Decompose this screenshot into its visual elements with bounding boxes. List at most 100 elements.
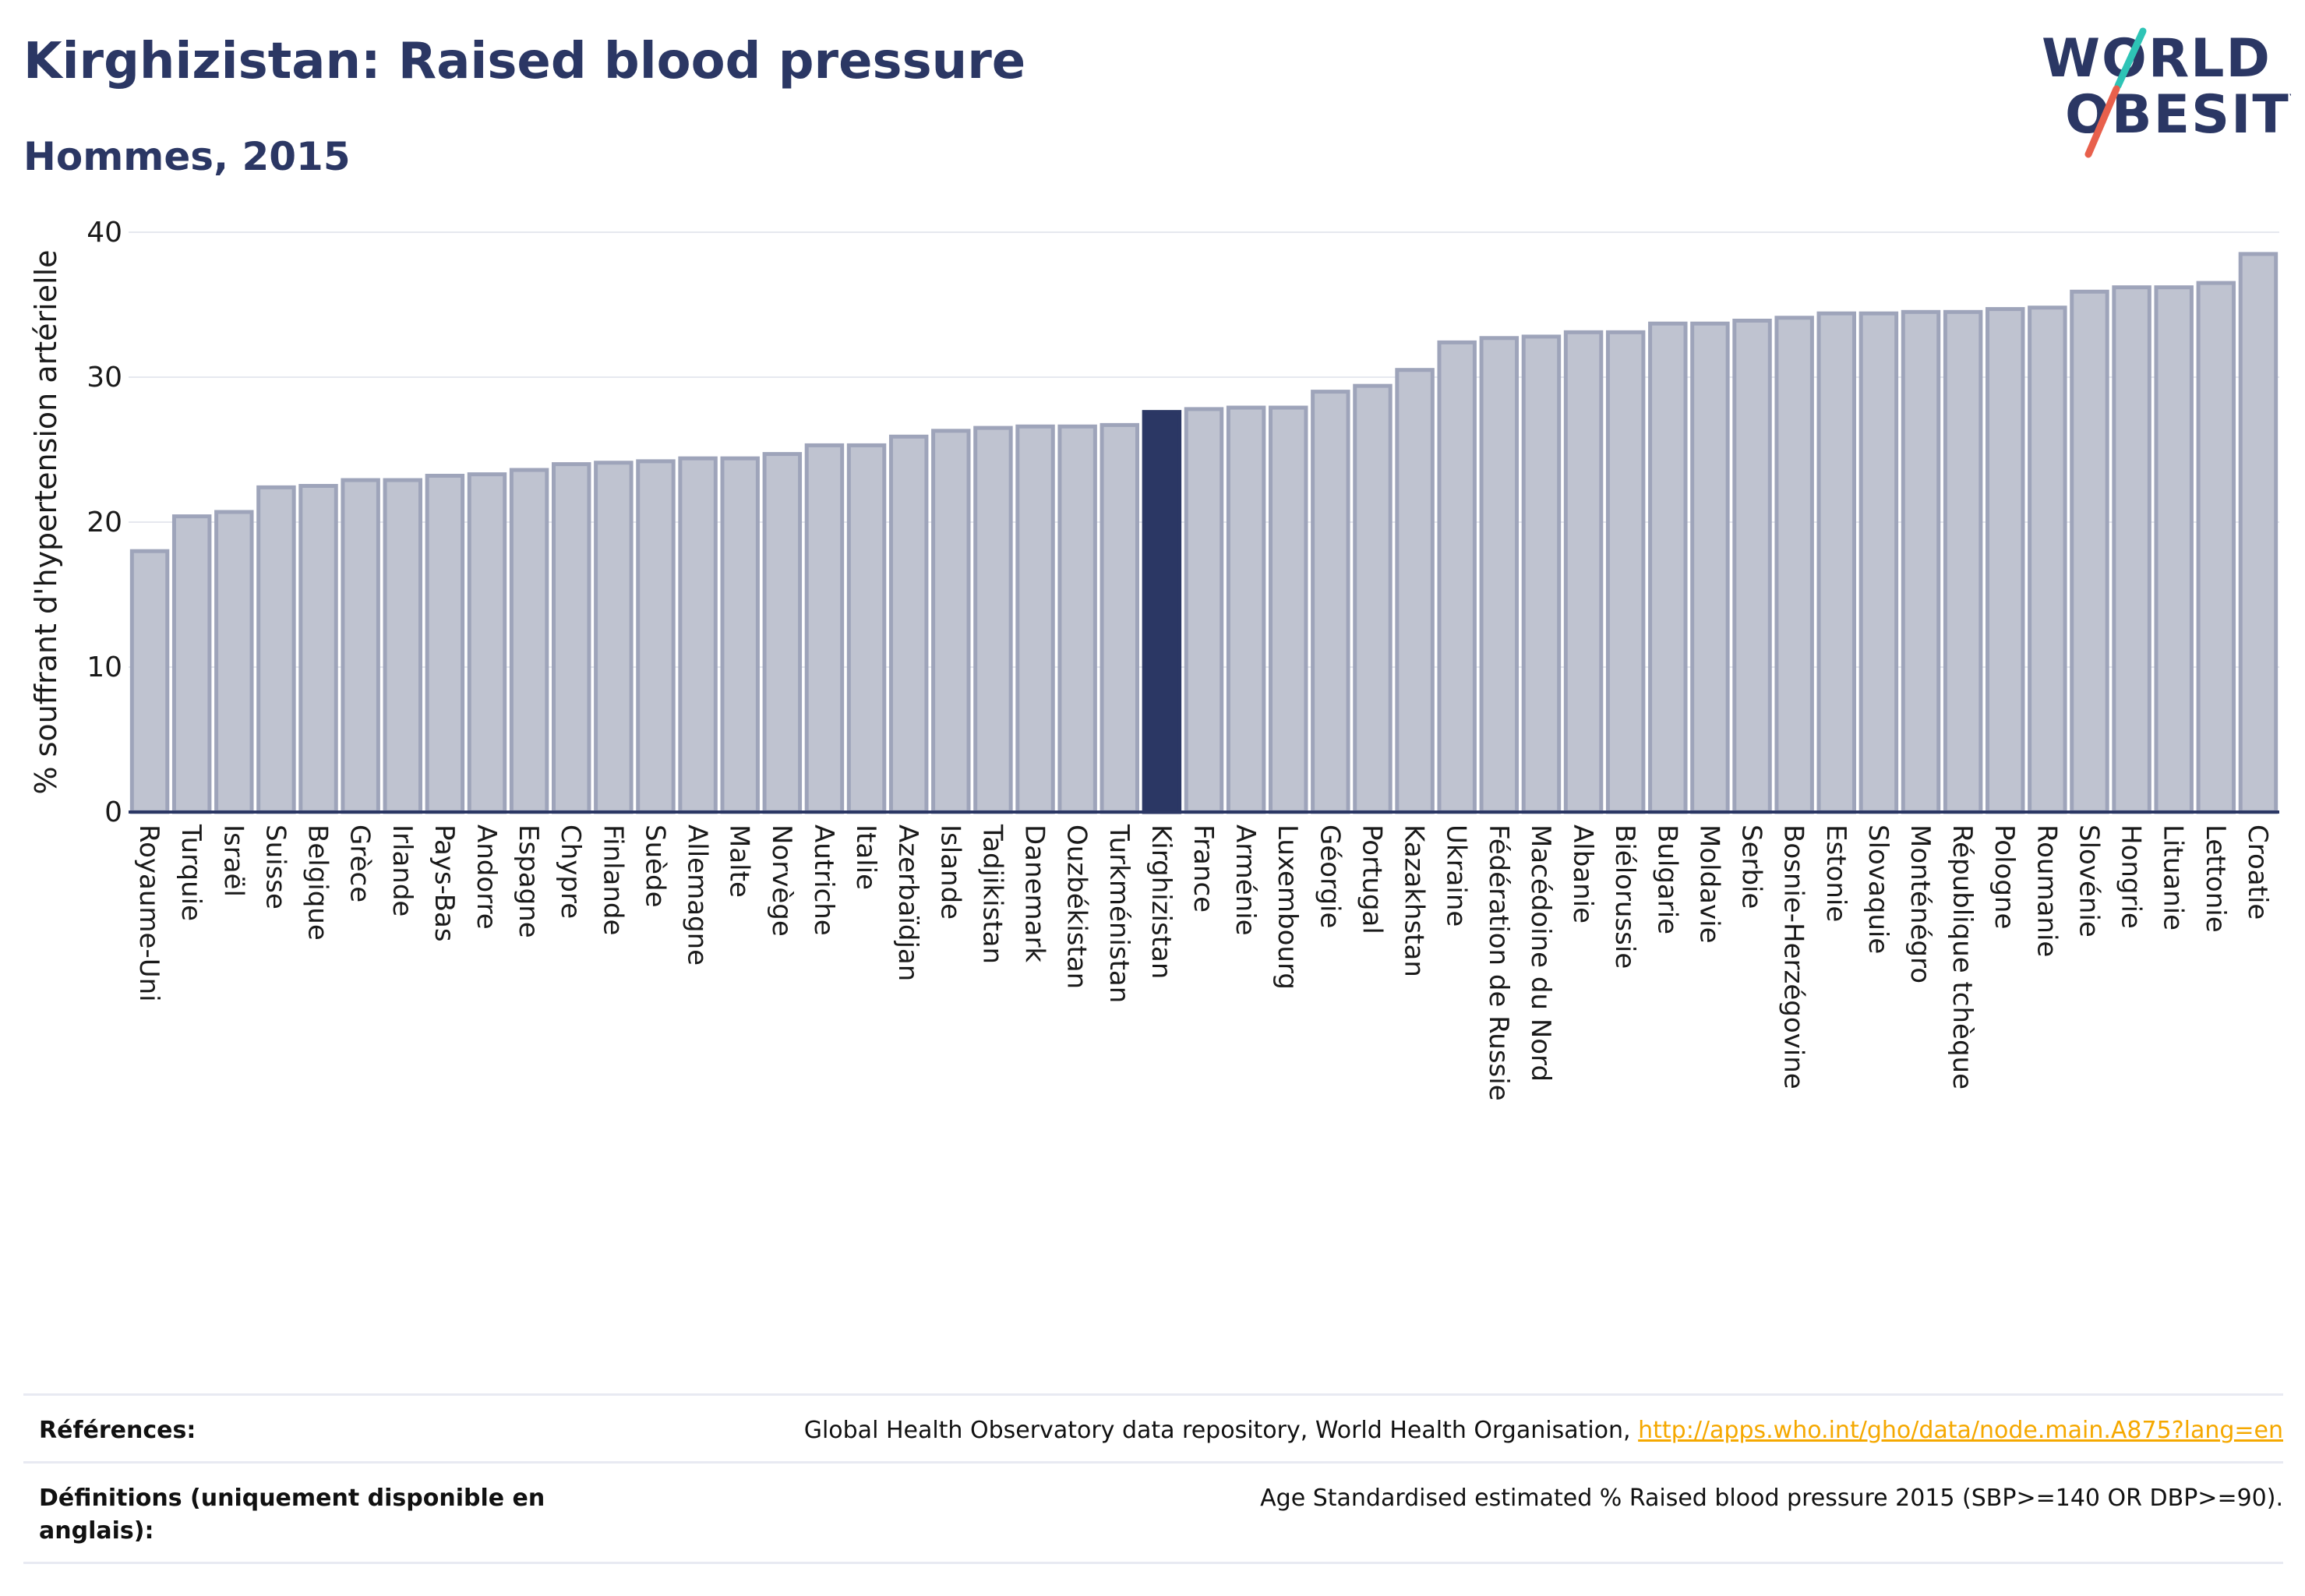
bar-Autriche: [804, 443, 845, 814]
bar-Italie: [846, 443, 887, 814]
x-tick-label: Arménie: [1230, 824, 1261, 936]
x-tick-label: République tchèque: [1947, 824, 1978, 1089]
x-tick-label: Biélorussie: [1609, 824, 1640, 969]
x-tick-label: France: [1188, 824, 1219, 913]
x-tick-label: Andorre: [471, 824, 502, 930]
definitions-value: Age Standardised estimated % Raised bloo…: [1260, 1485, 2283, 1512]
x-tick-label: Azerbaïdjan: [892, 824, 923, 981]
bar-Géorgie: [1311, 390, 1350, 814]
x-tick-label: Belgique: [302, 824, 334, 941]
bar-Ouzbékistan: [1057, 424, 1097, 814]
x-tick-label: Allemagne: [682, 824, 713, 966]
definitions-label: Définitions (uniquement disponible en an…: [39, 1485, 545, 1545]
x-tick-label: Tadjikistan: [976, 824, 1008, 964]
y-axis-label: % souffrant d'hypertension artérielle: [29, 249, 63, 794]
x-tick-label: Roumanie: [2031, 824, 2062, 957]
bar-Turkménistan: [1100, 422, 1139, 814]
x-tick-label: Suède: [639, 824, 670, 908]
x-tick-label: Estonie: [1820, 824, 1851, 922]
x-tick-label: Serbie: [1736, 824, 1767, 909]
bar-Serbie: [1732, 318, 1772, 814]
x-tick-label: Monténégro: [1904, 824, 1936, 983]
x-tick-label: Suisse: [259, 824, 291, 909]
bar-Monténégro: [1901, 309, 1941, 814]
x-tick-label: Pays-Bas: [429, 824, 460, 942]
x-tick-label: Pologne: [1989, 824, 2020, 929]
bar-Kirghizistan: [1142, 410, 1182, 814]
bar-Azerbaïdjan: [888, 434, 929, 814]
x-tick-label: Italie: [850, 824, 881, 890]
bar-Biélorussie: [1605, 330, 1646, 814]
x-tick-label: Kazakhstan: [1399, 824, 1430, 977]
bar-Danemark: [1015, 424, 1055, 814]
bar-Espagne: [509, 468, 549, 814]
bar-Chypre: [552, 462, 591, 814]
bar-République tchèque: [1943, 309, 1983, 814]
x-tick-label: Espagne: [513, 824, 544, 938]
y-tick-label: 0: [104, 796, 122, 828]
y-tick-label: 10: [86, 651, 122, 683]
x-tick-label: Malte: [724, 824, 755, 898]
x-tick-label: Bosnie-Herzégovine: [1778, 824, 1809, 1089]
bar-Bulgarie: [1648, 321, 1688, 814]
bar-Ukraine: [1437, 340, 1477, 814]
x-tick-label: Slovénie: [2073, 824, 2104, 937]
x-tick-label: Fédération de Russie: [1483, 824, 1514, 1101]
bar-Kazakhstan: [1395, 368, 1435, 814]
bar-Macédoine du Nord: [1521, 334, 1562, 814]
bar-Arménie: [1226, 405, 1266, 814]
x-tick-label: Bulgarie: [1651, 824, 1682, 934]
bar-Tadjikistan: [973, 425, 1013, 814]
x-tick-label: Kirghizistan: [1145, 824, 1177, 979]
x-tick-label: Lituanie: [2158, 824, 2189, 930]
bar-France: [1184, 407, 1224, 814]
x-tick-label: Luxembourg: [1272, 824, 1303, 990]
chart-title: Kirghizistan: Raised blood pressure: [23, 33, 1026, 90]
references-text: Global Health Observatory data repositor…: [803, 1417, 1631, 1444]
x-tick-label: Irlande: [387, 824, 418, 916]
bar-Pays-Bas: [425, 473, 465, 814]
references-label: Références:: [39, 1417, 196, 1444]
bar-Bosnie-Herzégovine: [1774, 316, 1814, 814]
y-tick-label: 20: [86, 507, 122, 538]
bar-Malte: [720, 456, 760, 814]
bar-Portugal: [1353, 383, 1393, 814]
bar-Luxembourg: [1269, 405, 1308, 814]
x-tick-label: Albanie: [1567, 824, 1598, 923]
bar-Lettonie: [2196, 281, 2236, 814]
bar-chart: Royaume-Uni Turquie Israël Suisse Belgique Gr…: [29, 217, 2279, 1101]
x-tick-label: Norvège: [766, 824, 797, 937]
x-tick-label: Macédoine du Nord: [1525, 824, 1556, 1082]
bar-Moldavie: [1690, 321, 1730, 814]
x-tick-label: Islande: [934, 824, 965, 920]
bar-Royaume-Uni: [129, 549, 170, 814]
bar-Slovénie: [2070, 289, 2109, 814]
bar-Allemagne: [678, 456, 718, 814]
bar-Hongrie: [2112, 285, 2151, 814]
x-tick-label: Turkménistan: [1103, 824, 1135, 1003]
bar-Croatie: [2238, 252, 2279, 814]
chart-subtitle: Hommes, 2015: [23, 134, 351, 179]
x-tick-label: Grèce: [344, 824, 376, 902]
x-tick-label: Finlande: [597, 824, 628, 935]
x-tick-label: Autriche: [808, 824, 839, 936]
bar-Pologne: [1986, 307, 2025, 814]
bar-Lituanie: [2154, 285, 2194, 814]
world-obesity-logo: WORLD OBESITY: [2042, 27, 2291, 158]
logo-slash-red: [2084, 85, 2120, 158]
bar-Suisse: [256, 485, 296, 814]
y-axis: 0 10 20 30 40: [86, 217, 122, 828]
x-tick-label: Ouzbékistan: [1061, 824, 1092, 989]
bar-Islande: [931, 429, 971, 814]
x-tick-label: Portugal: [1356, 824, 1387, 934]
bar-Suède: [636, 459, 676, 814]
bar-Andorre: [467, 472, 507, 814]
references-link[interactable]: http://apps.who.int/gho/data/node.main.A…: [1638, 1417, 2283, 1444]
x-tick-label: Danemark: [1019, 824, 1050, 962]
bar-Fédération de Russie: [1479, 336, 1520, 814]
x-tick-label: Chypre: [555, 824, 586, 919]
bar-Slovaquie: [1858, 311, 1899, 814]
x-axis: Royaume-Uni Turquie Israël Suisse Belgique Gr…: [129, 810, 2279, 1101]
logo-slash-teal: [2114, 27, 2147, 90]
footer-table: Références: Global Health Observatory da…: [23, 1393, 2283, 1564]
